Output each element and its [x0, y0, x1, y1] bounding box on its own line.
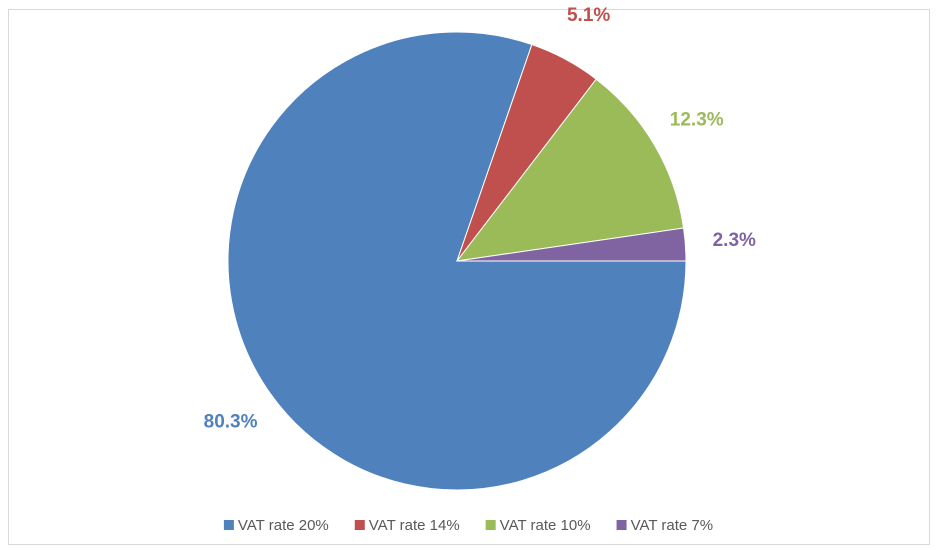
pie-slice [456, 227, 687, 262]
legend-swatch [354, 520, 365, 530]
data-label: 80.3% [204, 411, 258, 432]
data-label: 2.3% [713, 230, 756, 251]
legend-label: VAT rate 20% [238, 517, 329, 534]
pie-slice [455, 78, 685, 262]
legend-swatch [616, 520, 627, 530]
legend-label: VAT rate 7% [631, 517, 714, 534]
legend-label: VAT rate 14% [369, 517, 460, 534]
data-label: 12.3% [670, 109, 724, 130]
data-label: 5.1% [567, 5, 610, 26]
legend-label: VAT rate 10% [500, 517, 591, 534]
legend-swatch [485, 520, 496, 530]
pie-slice [227, 31, 687, 491]
legend-swatch [223, 520, 234, 530]
